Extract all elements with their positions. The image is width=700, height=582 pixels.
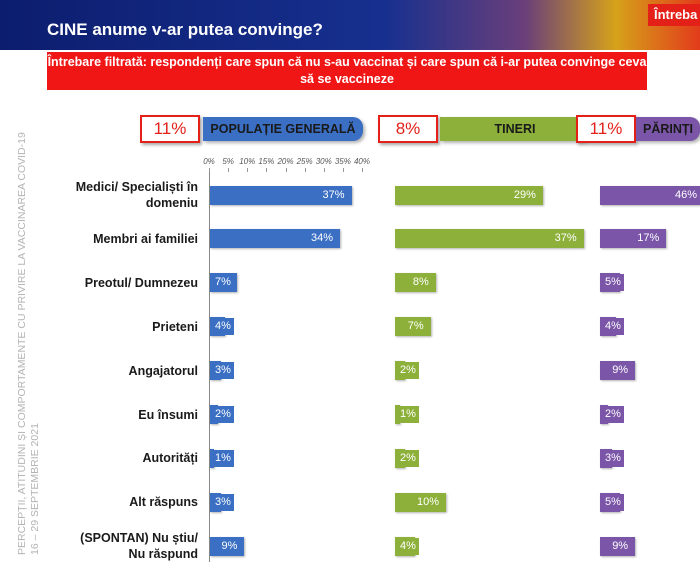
category-label: Preotul/ Dumnezeu <box>84 275 198 290</box>
value-label: 1% <box>212 449 234 467</box>
value-label: 17% <box>634 230 663 248</box>
axis-line <box>209 170 210 562</box>
tick-mark <box>228 168 230 172</box>
value-label: 3% <box>212 362 234 380</box>
x-tick-label: 35% <box>334 157 351 166</box>
x-tick-label: 20% <box>277 157 294 166</box>
corner-tab: Întreba <box>648 4 700 26</box>
x-tick-label: 40% <box>353 157 370 166</box>
category-label: Eu însumi <box>138 407 198 422</box>
tick-mark <box>342 168 344 172</box>
share-box: 11% <box>140 115 200 143</box>
tick-mark <box>247 168 249 172</box>
tick-mark <box>362 168 363 172</box>
bar <box>395 229 584 249</box>
value-label: 9% <box>218 537 241 555</box>
x-tick-label: 10% <box>239 157 256 166</box>
x-tick-label: 25% <box>296 157 313 166</box>
value-label: 34% <box>308 230 337 248</box>
value-label: 5% <box>602 274 624 292</box>
value-label: 3% <box>602 449 624 467</box>
panel-title: TINERI <box>440 117 590 141</box>
value-label: 10% <box>413 493 442 511</box>
panel-title: PĂRINȚI <box>636 117 700 141</box>
value-label: 2% <box>212 406 234 423</box>
value-label: 3% <box>212 493 234 511</box>
top-band <box>0 0 700 50</box>
category-label: Angajatorul <box>128 363 198 378</box>
bar <box>395 185 543 205</box>
value-label: 7% <box>404 318 427 336</box>
value-label: 4% <box>212 318 234 336</box>
tick-mark <box>266 168 268 172</box>
value-label: 8% <box>409 274 432 292</box>
x-tick-label: 5% <box>222 157 234 166</box>
value-label: 1% <box>397 406 419 423</box>
value-label: 2% <box>397 362 419 380</box>
share-box: 11% <box>576 115 636 143</box>
slide-title: CINE anume v-ar putea convinge? <box>47 20 323 39</box>
value-label: 2% <box>602 406 624 423</box>
value-label: 5% <box>602 493 624 511</box>
bar <box>210 448 214 468</box>
tick-mark <box>285 168 287 172</box>
share-box: 8% <box>378 115 438 143</box>
value-label: 9% <box>609 362 632 380</box>
category-label: Alt răspuns <box>129 495 198 510</box>
category-label: Prieteni <box>152 319 198 334</box>
value-label: 4% <box>397 537 419 555</box>
value-label: 37% <box>319 186 348 204</box>
category-label: Medici/ Specialiști în domeniu <box>75 180 198 210</box>
value-label: 9% <box>609 537 632 555</box>
value-label: 29% <box>510 186 539 204</box>
value-label: 4% <box>602 318 624 336</box>
subtitle-box: Întrebare filtrată: respondenți care spu… <box>47 52 647 90</box>
value-label: 37% <box>551 230 580 248</box>
category-label: Membri ai familiei <box>93 231 198 246</box>
x-tick-label: 0% <box>203 157 215 166</box>
tick-mark <box>209 168 210 172</box>
panel-title: POPULAȚIE GENERALĂ <box>203 117 363 141</box>
value-label: 2% <box>397 449 419 467</box>
category-label: Autorități <box>142 451 198 466</box>
bar <box>210 185 352 205</box>
x-tick-label: 30% <box>315 157 332 166</box>
bar <box>210 229 341 249</box>
value-label: 46% <box>671 186 700 204</box>
category-label: (SPONTAN) Nu știu/ Nu răspund <box>80 531 198 562</box>
tick-mark <box>304 168 306 172</box>
value-label: 7% <box>212 274 234 292</box>
x-tick-label: 15% <box>258 157 275 166</box>
tick-mark <box>323 168 325 172</box>
